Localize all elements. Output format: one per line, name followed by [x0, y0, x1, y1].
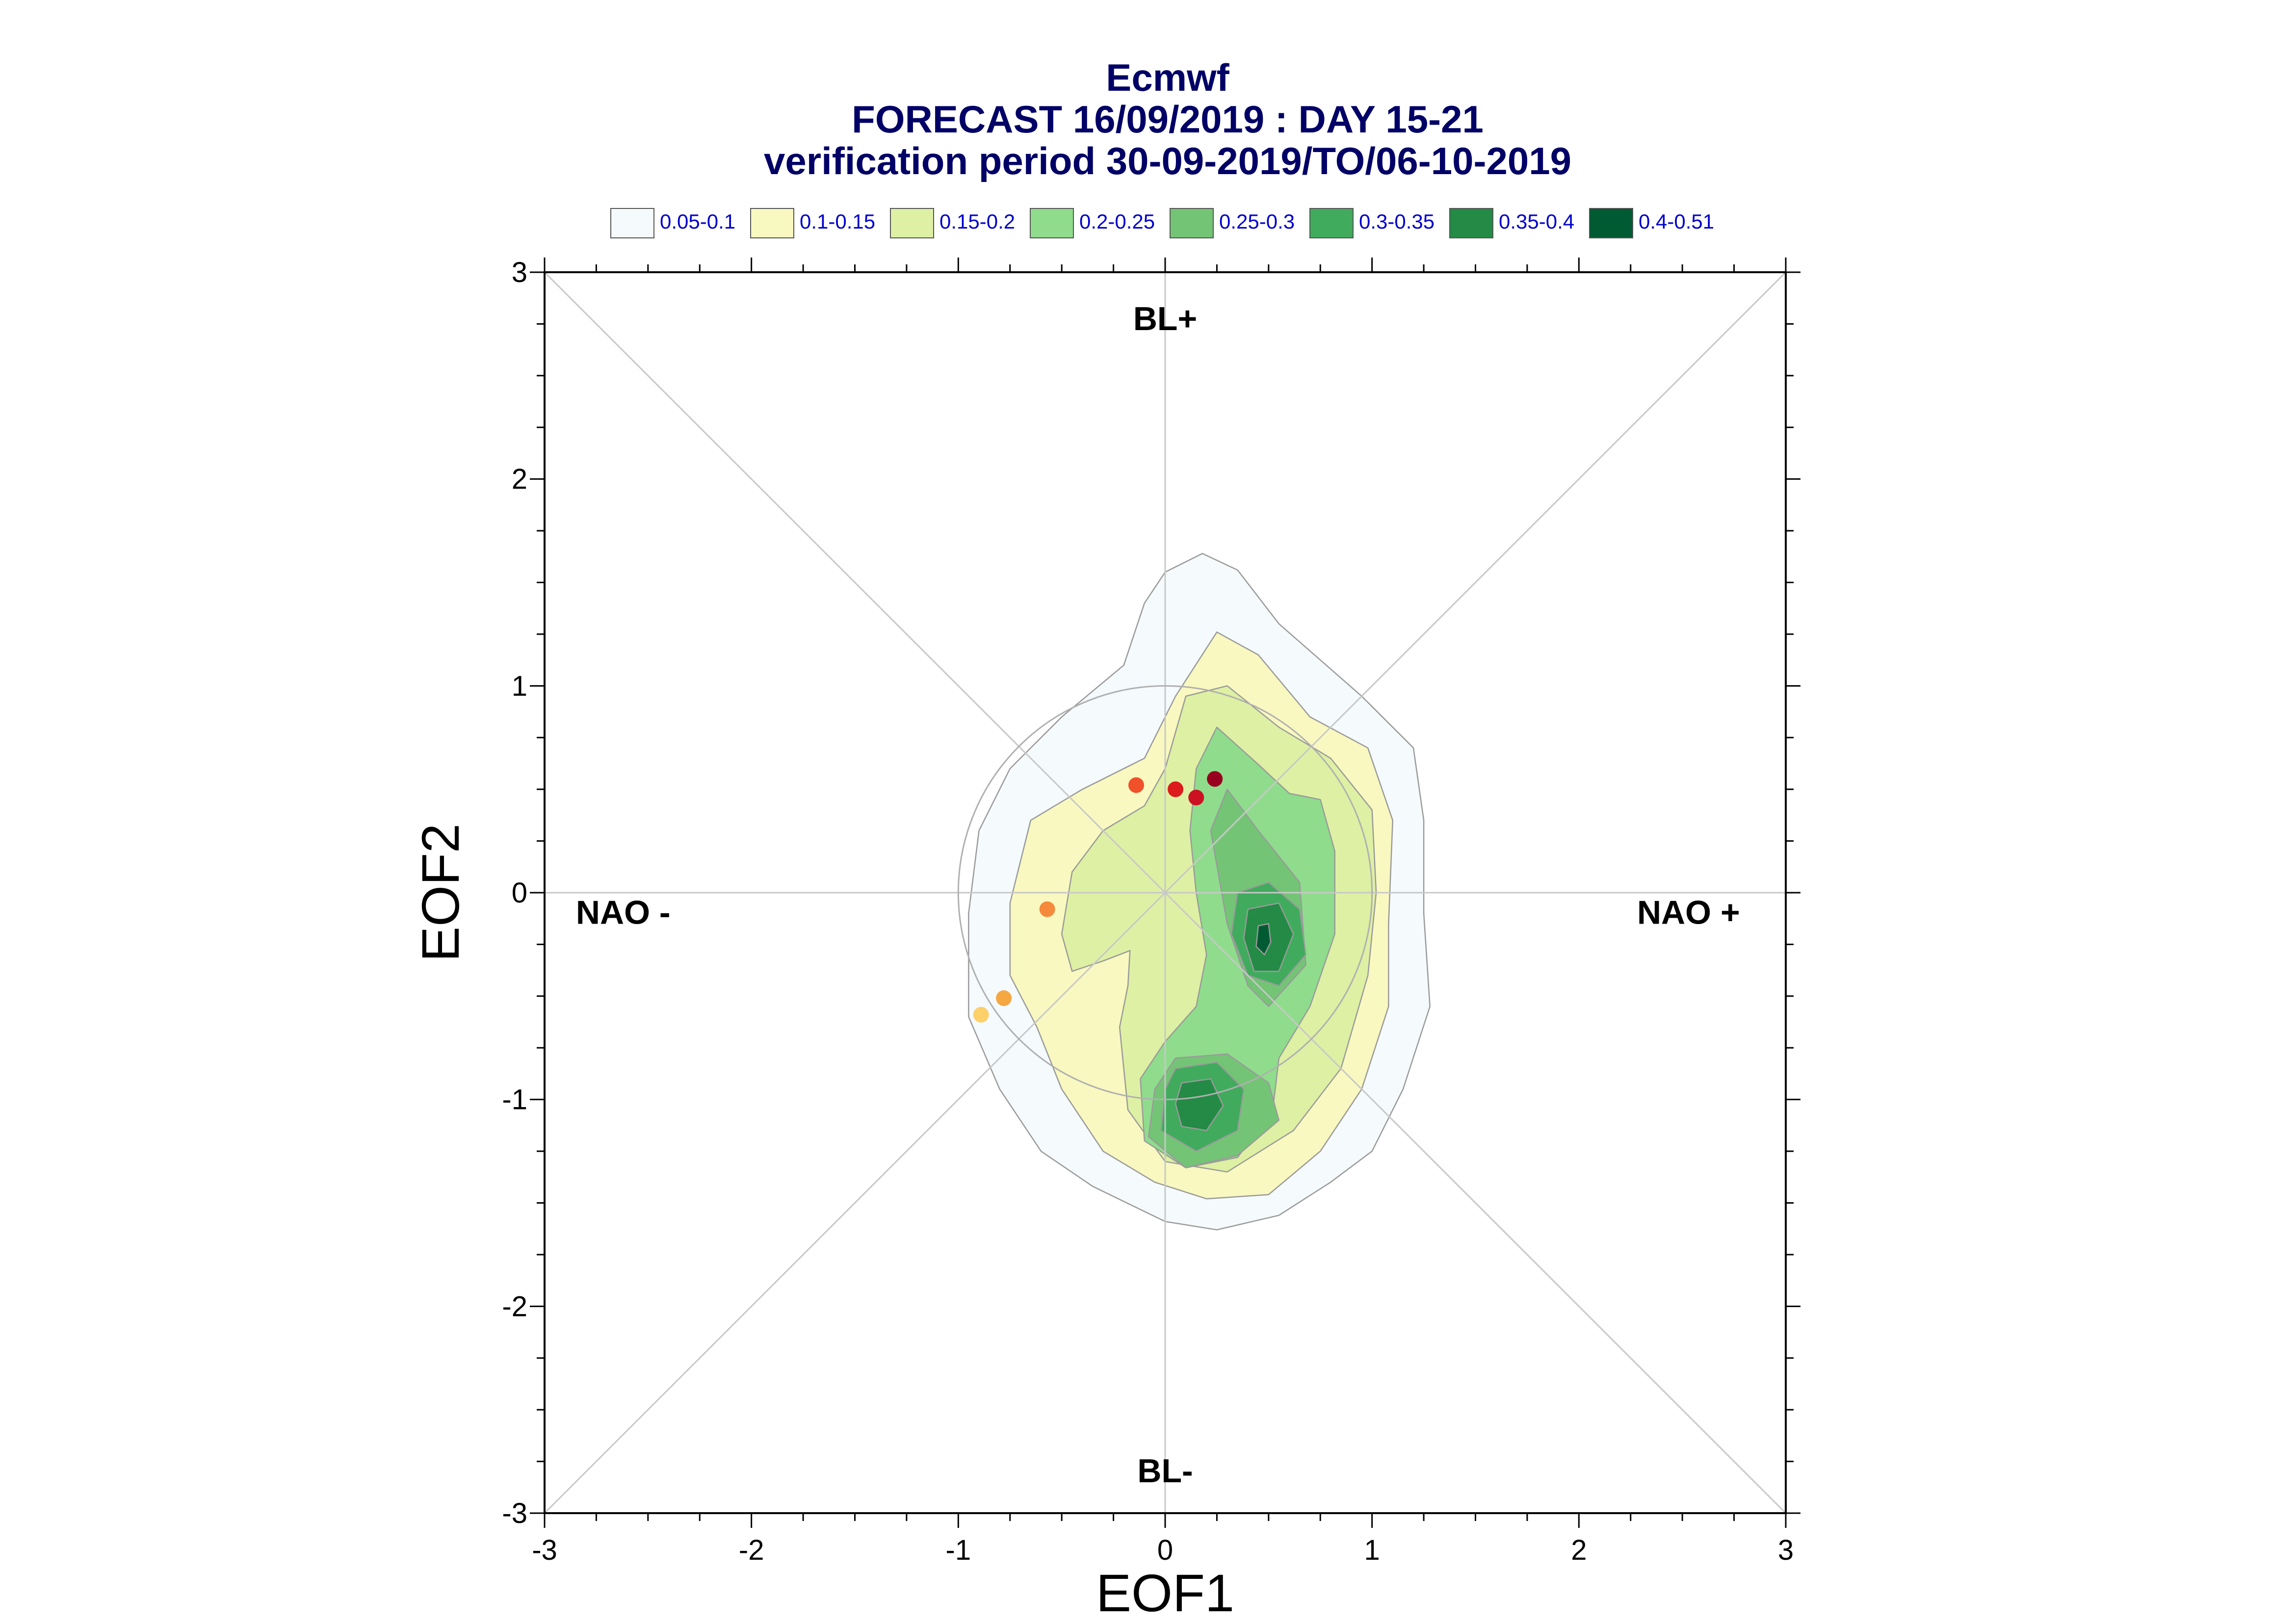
plot-frame [530, 258, 1800, 1528]
density-contour [1174, 1078, 1224, 1132]
legend-swatch [890, 208, 934, 238]
legend-label: 0.1-0.15 [800, 210, 875, 233]
x-tick-label: 1 [1364, 1534, 1380, 1566]
x-tick-label: -3 [532, 1534, 557, 1566]
density-contour [1255, 923, 1272, 955]
legend-swatch [1030, 208, 1074, 238]
regime-label-nao-plus: NAO + [1637, 894, 1740, 931]
legend-swatch [1589, 208, 1633, 238]
data-point [1188, 790, 1204, 806]
x-tick-label: -2 [739, 1534, 764, 1566]
y-tick-label: 0 [512, 877, 527, 909]
data-point [973, 1006, 989, 1023]
chart-title-line3: verification period 30-09-2019/TO/06-10-… [764, 139, 1571, 182]
chart-title-line2: FORECAST 16/09/2019 : DAY 15-21 [852, 98, 1484, 141]
legend-label: 0.35-0.4 [1499, 210, 1574, 233]
legend-swatch [1170, 208, 1214, 238]
x-axis-title: EOF1 [1096, 1563, 1234, 1623]
data-point [1039, 901, 1055, 917]
y-axis-title: EOF2 [411, 824, 470, 962]
legend-swatch [1449, 208, 1493, 238]
regime-label-bl-minus: BL- [1137, 1452, 1193, 1490]
legend-label: 0.4-0.51 [1639, 210, 1714, 233]
data-point [1207, 771, 1223, 787]
data-point [1128, 777, 1144, 793]
forecast-points [973, 771, 1223, 1023]
y-tick-label: 3 [512, 257, 527, 288]
data-point [996, 990, 1012, 1006]
legend-swatch [750, 208, 794, 238]
y-tick-label: -3 [502, 1497, 527, 1529]
y-tick-label: -1 [502, 1084, 527, 1116]
regime-label-bl-plus: BL+ [1133, 300, 1197, 337]
legend-label: 0.2-0.25 [1079, 210, 1155, 233]
density-contours [968, 553, 1431, 1231]
legend-swatch [610, 208, 654, 238]
legend-swatch [1309, 208, 1354, 238]
chart-title-line1: Ecmwf [1106, 56, 1229, 99]
legend-label: 0.3-0.35 [1359, 210, 1434, 233]
x-tick-label: 0 [1157, 1534, 1173, 1566]
plot-area [530, 258, 1800, 1528]
x-tick-label: 2 [1571, 1534, 1587, 1566]
legend-label: 0.05-0.1 [660, 210, 735, 233]
legend-label: 0.15-0.2 [939, 210, 1015, 233]
reference-circle [957, 685, 1373, 1101]
tick-labels: -3 -2 -1 0 1 2 3 -3 -2 -1 0 1 2 3 [502, 257, 1794, 1566]
color-legend: 0.05-0.1 0.1-0.15 0.15-0.2 0.2-0.25 0.25-0.3… [610, 208, 1714, 238]
legend-label: 0.25-0.3 [1219, 210, 1295, 233]
regime-label-nao-minus: NAO - [576, 894, 671, 931]
guide-lines [544, 271, 1787, 1514]
x-tick-label: -1 [946, 1534, 971, 1566]
data-point [1168, 781, 1184, 798]
y-tick-label: 2 [512, 464, 527, 495]
y-tick-label: 1 [512, 670, 527, 702]
y-tick-label: -2 [502, 1290, 527, 1322]
x-tick-label: 3 [1778, 1534, 1794, 1566]
